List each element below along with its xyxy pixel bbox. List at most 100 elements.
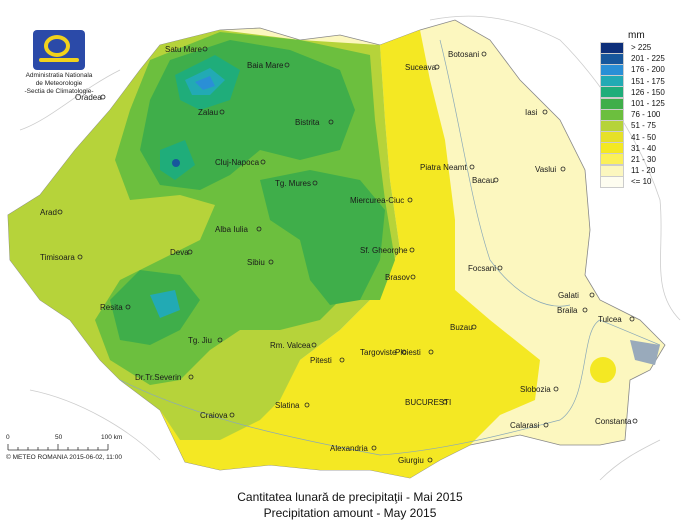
city-marker <box>256 226 262 232</box>
city-marker <box>371 445 377 451</box>
legend-label: 21 - 30 <box>631 154 656 164</box>
anm-logo: Administratia Nationala de Meteorologie … <box>18 30 100 96</box>
danube-delta <box>630 340 660 365</box>
city-label: Iasi <box>525 108 538 117</box>
city-marker <box>434 64 440 70</box>
city-label: Timisoara <box>40 253 75 262</box>
city-label: Craiova <box>200 411 228 420</box>
city-label: Piatra Neamt <box>420 163 467 172</box>
city-label: Galati <box>558 291 579 300</box>
legend-item: 176 - 200 <box>600 63 665 76</box>
city-marker <box>57 209 63 215</box>
city-label: Braila <box>557 306 578 315</box>
scale-tick: 0 <box>6 434 10 441</box>
legend-item: > 225 <box>600 41 665 54</box>
city-label: Rm. Valcea <box>270 341 311 350</box>
city-marker <box>497 265 503 271</box>
legend-item: 201 - 225 <box>600 52 665 65</box>
rivers <box>119 39 661 456</box>
legend-swatch <box>600 41 624 54</box>
city-label: Suceava <box>405 63 437 72</box>
city-label: Dr.Tr.Severin <box>135 373 181 382</box>
title-ro: Cantitatea lunară de precipitaţii - Mai … <box>237 490 463 504</box>
legend-swatch <box>600 75 624 88</box>
legend-label: 151 - 175 <box>631 76 665 86</box>
zone-21-40 <box>160 30 540 478</box>
city-marker <box>219 109 225 115</box>
legend-label: 41 - 50 <box>631 132 656 142</box>
city-label: Baia Mare <box>247 61 284 70</box>
city-marker <box>202 46 208 52</box>
city-label: Giurgiu <box>398 456 424 465</box>
legend-swatch <box>600 119 624 132</box>
city-label: Oradea <box>75 93 102 102</box>
logo-line: -Sectia de Climatologie- <box>24 88 94 95</box>
logo-line: Administratia Nationala <box>25 72 93 79</box>
city-label: Resita <box>100 303 123 312</box>
city-marker <box>409 247 415 253</box>
city-marker <box>560 166 566 172</box>
city-marker <box>187 249 193 255</box>
city-label: Vaslui <box>535 165 556 174</box>
city-markers: Satu Mare Baia Mare Botosani Suceava Zalau Or… <box>40 45 638 465</box>
logo-line: de Meteorologie <box>35 80 83 87</box>
city-label: Zalau <box>198 108 218 117</box>
city-marker <box>260 159 266 165</box>
city-marker <box>427 457 433 463</box>
city-label: Focsani <box>468 264 496 273</box>
legend-swatch <box>600 175 624 188</box>
city-label: Miercurea-Ciuc <box>350 196 404 205</box>
legend: mm > 225 201 - 225 176 - 200 151 - 175 126 -… <box>600 30 665 188</box>
city-label: Slobozia <box>520 385 551 394</box>
city-marker <box>428 349 434 355</box>
legend-label: 176 - 200 <box>631 65 665 75</box>
legend-swatch <box>600 131 624 144</box>
city-marker <box>268 259 274 265</box>
legend-label: 101 - 125 <box>631 99 665 109</box>
legend-item: 151 - 175 <box>600 75 665 88</box>
city-marker <box>407 197 413 203</box>
legend-item: 101 - 125 <box>600 97 665 110</box>
city-marker <box>304 402 310 408</box>
legend-label: 76 - 100 <box>631 110 661 120</box>
city-marker <box>100 94 106 100</box>
legend-swatch <box>600 108 624 121</box>
city-marker <box>543 422 549 428</box>
city-marker <box>469 164 475 170</box>
city-label: Sf. Gheorghe <box>360 246 408 255</box>
legend-label: 31 - 40 <box>631 143 656 153</box>
city-label: Pitesti <box>310 356 332 365</box>
legend-item: 51 - 75 <box>600 119 665 132</box>
city-marker <box>410 274 416 280</box>
city-marker <box>553 386 559 392</box>
legend-item: 41 - 50 <box>600 131 665 144</box>
legend-item: 31 - 40 <box>600 142 665 155</box>
legend-item: <= 10 <box>600 175 665 188</box>
city-label: Brasov <box>385 273 410 282</box>
legend-swatch <box>600 142 624 155</box>
legend-swatch <box>600 63 624 76</box>
legend-item: 21 - 30 <box>600 153 665 166</box>
legend-swatch <box>600 52 624 65</box>
city-label: Bacau <box>472 176 495 185</box>
legend-swatch <box>600 153 624 166</box>
city-label: Sibiu <box>247 258 265 267</box>
legend-label: 201 - 225 <box>631 54 665 64</box>
city-marker <box>339 357 345 363</box>
city-marker <box>312 180 318 186</box>
city-label: Deva <box>170 248 189 257</box>
city-marker <box>125 304 131 310</box>
scale-bar-line <box>7 444 109 451</box>
city-label: Botosani <box>448 50 479 59</box>
city-label: Tg. Mures <box>275 179 311 188</box>
city-marker <box>481 51 487 57</box>
city-marker <box>589 292 595 298</box>
legend-label: 11 - 20 <box>631 166 656 176</box>
city-label: Buzau <box>450 323 473 332</box>
city-marker <box>542 109 548 115</box>
scale-bar: 0 50 100 km © METEO ROMANIA 2015-06-02, … <box>6 434 122 461</box>
city-label: Calarasi <box>510 421 540 430</box>
city-marker <box>77 254 83 260</box>
city-label: BUCURESTI <box>405 398 451 407</box>
